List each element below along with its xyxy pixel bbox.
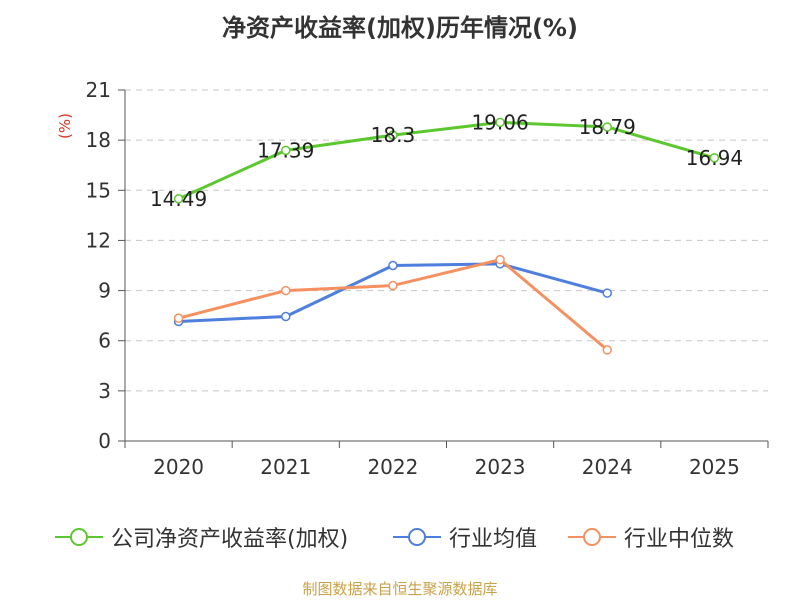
y-tick-label: 3	[98, 379, 111, 403]
legend-marker-industry-mean	[393, 528, 441, 546]
data-label-2020: 14.49	[150, 187, 207, 211]
point-industry-median-2023	[495, 254, 505, 265]
point-company-roe-2025	[709, 153, 720, 163]
point-industry-median-2024	[602, 345, 612, 355]
data-label-2024: 18.79	[579, 115, 636, 139]
legend-item-company[interactable]: 公司净资产收益率(加权)	[55, 522, 348, 552]
point-industry-median-2021	[281, 285, 291, 296]
legend-marker-industry-median	[568, 528, 616, 546]
series-line-company-roe	[177, 120, 716, 201]
source-note: 制图数据来自恒生聚源数据库	[302, 580, 498, 598]
legend-label-industry-median: 行业中位数	[624, 527, 735, 552]
y-axis-unit-label: (%)	[56, 113, 74, 139]
series-line-industry-median	[177, 258, 609, 352]
y-tick-label: 9	[98, 279, 111, 303]
x-tick-label-2023: 2023	[475, 455, 526, 479]
point-industry-mean-2024	[602, 288, 612, 298]
legend-item-industry-median[interactable]: 行业中位数	[568, 522, 734, 552]
legend-label-industry-mean: 行业均值	[449, 527, 538, 552]
legend-marker-company	[55, 528, 103, 546]
data-label-2023: 19.06	[471, 110, 528, 134]
point-company-roe-2023	[495, 117, 505, 128]
point-company-roe-2024	[602, 122, 612, 132]
data-label-2022: 18.3	[371, 123, 416, 147]
legend-item-industry-mean[interactable]: 行业均值	[393, 522, 537, 552]
y-tick-label: 0	[98, 429, 111, 453]
point-industry-median-2022	[388, 280, 398, 291]
x-tick-label-2021: 2021	[260, 455, 311, 479]
label-layer: 14.49 17.39 18.3 19.06 18.79 16.94	[150, 110, 743, 210]
point-industry-mean-2022	[388, 260, 398, 271]
y-tick-label: 18	[86, 128, 111, 152]
x-tick-label-2025: 2025	[689, 455, 740, 479]
chart-title: 净资产收益率(加权)历年情况(%)	[222, 14, 578, 42]
point-industry-mean-2021	[281, 311, 291, 322]
data-label-2021: 17.39	[257, 138, 314, 162]
x-tick-label-2024: 2024	[582, 455, 633, 479]
y-tick-label: 21	[86, 78, 111, 102]
point-company-roe-2022	[388, 130, 398, 140]
data-label-2025: 16.94	[686, 146, 743, 170]
legend-label-company: 公司净资产收益率(加权)	[111, 527, 349, 552]
y-tick-label: 12	[86, 228, 111, 252]
legend: 公司净资产收益率(加权) 行业均值 行业中位数	[0, 522, 800, 552]
point-company-roe-2021	[281, 145, 291, 156]
point-industry-median-2020	[173, 313, 184, 323]
series-line-industry-mean	[177, 262, 609, 323]
axis-layer: 0 3 6 9 12 15 18 21 (%) 2020 2021 2022 2023 2024 2025	[56, 78, 769, 479]
x-tick-label-2022: 2022	[367, 455, 418, 479]
grid-layer	[125, 89, 768, 392]
y-tick-label: 6	[98, 329, 111, 353]
x-tick-label-2020: 2020	[153, 455, 204, 479]
series-layer	[173, 117, 720, 355]
point-company-roe-2020	[173, 194, 184, 204]
y-tick-label: 15	[86, 178, 111, 202]
